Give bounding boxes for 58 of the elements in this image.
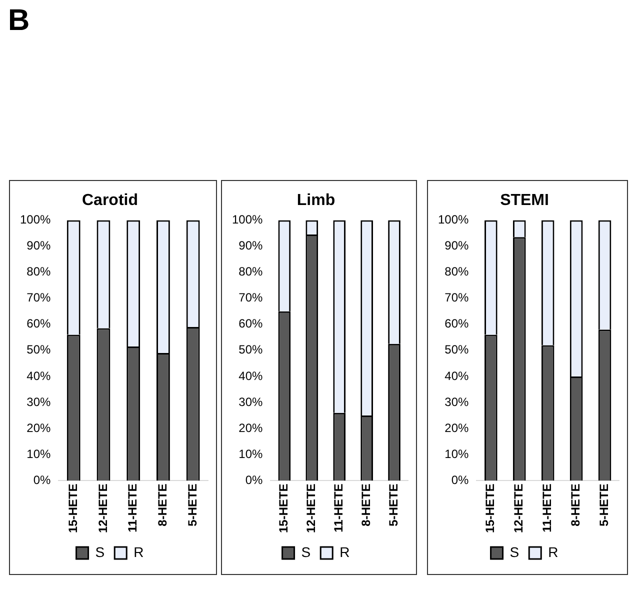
legend-label: R [134, 544, 144, 560]
y-tick-label: 80% [238, 264, 264, 279]
y-tick-label: 30% [238, 394, 264, 409]
y-tick-label: 100% [232, 212, 264, 227]
chart-title: Carotid [82, 192, 138, 210]
chart-title: Limb [296, 192, 336, 210]
x-tick-label: 15-HETE [276, 484, 291, 534]
y-tick-label: 80% [444, 264, 470, 279]
y-tick-label: 100% [438, 212, 470, 227]
y-tick-label: 100% [20, 212, 52, 227]
x-tick-label: 11-HETE [126, 484, 140, 532]
y-tick-label: 20% [26, 420, 52, 435]
y-tick-label: 10% [444, 446, 470, 461]
y-tick-label: 10% [238, 446, 264, 461]
legend-label: S [301, 544, 311, 560]
y-tick-label: 70% [444, 290, 470, 305]
x-tick-label: 8-HETE [156, 484, 170, 526]
y-tick-label: 90% [444, 238, 470, 253]
x-tick-label: 15-HETE [66, 484, 80, 534]
x-tick-label: 11-HETE [540, 484, 554, 532]
x-tick-label: 12-HETE [304, 484, 318, 534]
y-tick-label: 60% [444, 316, 470, 331]
legend-label: S [510, 544, 520, 560]
x-tick-label: 12-HETE [96, 484, 110, 534]
y-tick-label: 0% [245, 472, 264, 487]
y-tick-label: 90% [238, 238, 264, 253]
y-tick-label: 90% [26, 238, 52, 253]
text: B [8, 4, 30, 38]
y-tick-label: 40% [238, 368, 264, 383]
y-tick-label: 20% [444, 420, 470, 435]
y-tick-label: 30% [444, 394, 470, 409]
legend-label: R [548, 544, 558, 560]
y-tick-label: 10% [26, 446, 52, 461]
y-tick-label: 50% [238, 342, 264, 357]
y-tick-label: 40% [26, 368, 52, 383]
y-tick-label: 0% [451, 472, 470, 487]
y-tick-label: 60% [26, 316, 52, 331]
x-tick-label: 8-HETE [568, 484, 583, 526]
y-tick-label: 60% [238, 316, 264, 331]
y-tick-label: 50% [444, 342, 470, 357]
x-tick-label: 8-HETE [359, 484, 374, 526]
chart-title: STEMI [500, 192, 549, 210]
y-tick-label: 50% [26, 342, 52, 357]
y-tick-label: 70% [238, 290, 264, 305]
y-tick-label: 40% [444, 368, 470, 383]
y-tick-label: 80% [26, 264, 52, 279]
legend-label: S [95, 544, 105, 560]
legend-label: R [340, 544, 350, 560]
y-tick-label: 20% [238, 420, 264, 435]
y-tick-label: 0% [33, 472, 52, 487]
x-tick-label: 11-HETE [332, 484, 346, 532]
x-tick-label: 12-HETE [512, 484, 526, 534]
y-tick-label: 70% [26, 290, 52, 305]
x-tick-label: 5-HETE [386, 484, 401, 526]
x-tick-label: 5-HETE [597, 484, 612, 526]
y-tick-label: 30% [26, 394, 52, 409]
x-tick-label: 15-HETE [483, 484, 498, 534]
x-tick-label: 5-HETE [185, 484, 200, 526]
